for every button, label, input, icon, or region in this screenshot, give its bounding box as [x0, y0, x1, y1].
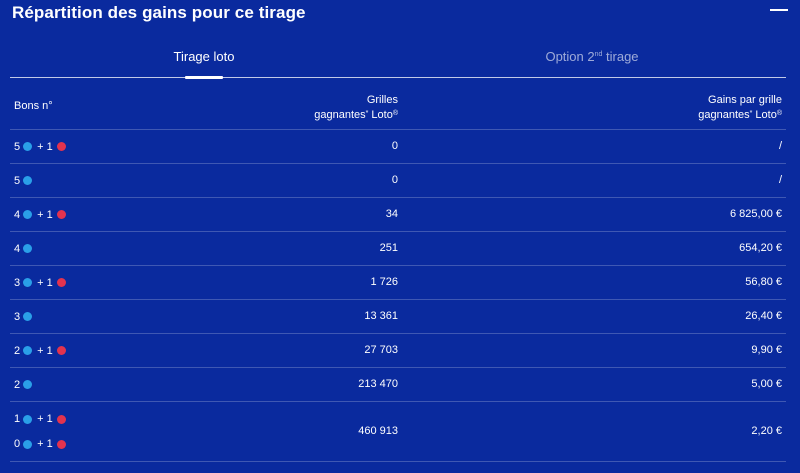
combo: 5 — [14, 175, 35, 187]
combo-cell: 4 + 1 — [14, 198, 69, 231]
combo-number: 4 — [14, 208, 21, 221]
combo-cell: 1 + 1 0 + 1 — [14, 402, 69, 461]
combo-number: 3 — [14, 310, 21, 323]
combo: 2 + 1 — [14, 345, 69, 357]
blue-ball-icon — [23, 380, 33, 389]
plus-one-label: + 1 — [37, 276, 53, 289]
red-ball-icon — [56, 210, 66, 219]
gains-table: Bons n° Grilles gagnantes* Loto® Gains p… — [10, 78, 786, 462]
plus-one-label: + 1 — [37, 438, 53, 450]
table-row: 4 + 1 34 6 825,00 € — [10, 198, 786, 232]
tab-option-second-tirage[interactable]: Option 2nd tirage — [398, 40, 786, 77]
combo-number: 2 — [14, 378, 21, 391]
table-row: 5 + 1 0 / — [10, 130, 786, 164]
combo-cell: 5 + 1 — [14, 130, 69, 163]
grilles-gagnantes-value: 0 — [391, 140, 398, 152]
table-row: 2 213 470 5,00 € — [10, 368, 786, 402]
combo-cell: 2 — [14, 368, 35, 401]
blue-ball-icon — [23, 210, 33, 219]
collapse-icon[interactable] — [770, 9, 788, 11]
table-header: Bons n° Grilles gagnantes* Loto® Gains p… — [10, 78, 786, 130]
active-tab-indicator — [185, 76, 223, 79]
gains-par-grille-value: 2,20 € — [751, 425, 782, 437]
combo-number: 5 — [14, 174, 21, 187]
combo-number: 0 — [14, 438, 21, 450]
combo-cell: 2 + 1 — [14, 334, 69, 367]
combo-cell: 3 + 1 — [14, 266, 69, 299]
gains-par-grille-value: 6 825,00 € — [730, 208, 782, 220]
gains-par-grille-value: 9,90 € — [751, 344, 782, 356]
header-grilles: Grilles gagnantes* Loto® — [314, 94, 398, 121]
table-row: 1 + 1 0 + 1 460 913 2,20 € — [10, 402, 786, 462]
tab-label: Option 2nd tirage — [545, 49, 639, 64]
combo: 4 + 1 — [14, 209, 69, 221]
table-row: 3 13 361 26,40 € — [10, 300, 786, 334]
blue-ball-icon — [23, 439, 33, 449]
draw-tabs: Tirage loto Option 2nd tirage — [10, 40, 786, 79]
grilles-gagnantes-value: 1 726 — [370, 276, 398, 288]
table-row: 5 0 / — [10, 164, 786, 198]
table-row: 3 + 1 1 726 56,80 € — [10, 266, 786, 300]
combo-cell: 5 — [14, 164, 35, 197]
red-ball-icon — [56, 142, 66, 151]
table-row: 4 251 654,20 € — [10, 232, 786, 266]
grilles-gagnantes-value: 460 913 — [358, 425, 398, 437]
plus-one-label: + 1 — [37, 208, 53, 221]
tab-tirage-loto[interactable]: Tirage loto — [10, 40, 398, 79]
combo: 2 — [14, 379, 35, 391]
combo-number: 4 — [14, 242, 21, 255]
header-gains: Gains par grille gagnantes* Loto® — [698, 94, 782, 121]
combo-number: 2 — [14, 344, 21, 357]
plus-one-label: + 1 — [37, 413, 53, 425]
red-ball-icon — [56, 439, 66, 449]
table-body: 5 + 1 0 / 5 0 / 4 + 1 34 6 825,00 € 4 251 654,20 € 3 + … — [10, 130, 786, 462]
combo: 5 + 1 — [14, 141, 69, 153]
combo: 3 + 1 — [14, 277, 69, 289]
gains-par-grille-value: 56,80 € — [745, 276, 782, 288]
combo-number: 5 — [14, 140, 21, 153]
gains-par-grille-value: 654,20 € — [739, 242, 782, 254]
grilles-gagnantes-value: 0 — [391, 174, 398, 186]
combo-number: 1 — [14, 413, 21, 425]
combo: 4 — [14, 243, 35, 255]
combo: 1 + 1 — [14, 413, 69, 425]
combo-cell: 3 — [14, 300, 35, 333]
grilles-gagnantes-value: 13 361 — [364, 310, 398, 322]
grilles-gagnantes-value: 27 703 — [364, 344, 398, 356]
grilles-gagnantes-value: 34 — [385, 208, 398, 220]
blue-ball-icon — [23, 278, 33, 287]
plus-one-label: + 1 — [37, 344, 53, 357]
gains-par-grille-value: / — [778, 174, 782, 186]
gains-par-grille-value: / — [778, 140, 782, 152]
blue-ball-icon — [23, 414, 33, 424]
red-ball-icon — [56, 346, 66, 355]
table-row: 2 + 1 27 703 9,90 € — [10, 334, 786, 368]
gains-par-grille-value: 26,40 € — [745, 310, 782, 322]
blue-ball-icon — [23, 312, 33, 321]
tab-label: Tirage loto — [173, 49, 235, 64]
blue-ball-icon — [23, 176, 33, 185]
section-title: Répartition des gains pour ce tirage — [12, 3, 306, 22]
combo-cell: 4 — [14, 232, 35, 265]
blue-ball-icon — [23, 244, 33, 253]
blue-ball-icon — [23, 142, 33, 151]
combo: 0 + 1 — [14, 438, 69, 450]
red-ball-icon — [56, 278, 66, 287]
combo-number: 3 — [14, 276, 21, 289]
grilles-gagnantes-value: 213 470 — [358, 378, 398, 390]
gains-par-grille-value: 5,00 € — [751, 378, 782, 390]
plus-one-label: + 1 — [37, 140, 53, 153]
combo: 3 — [14, 311, 35, 323]
header-bons: Bons n° — [14, 100, 53, 112]
grilles-gagnantes-value: 251 — [379, 242, 398, 254]
red-ball-icon — [56, 414, 66, 424]
blue-ball-icon — [23, 346, 33, 355]
